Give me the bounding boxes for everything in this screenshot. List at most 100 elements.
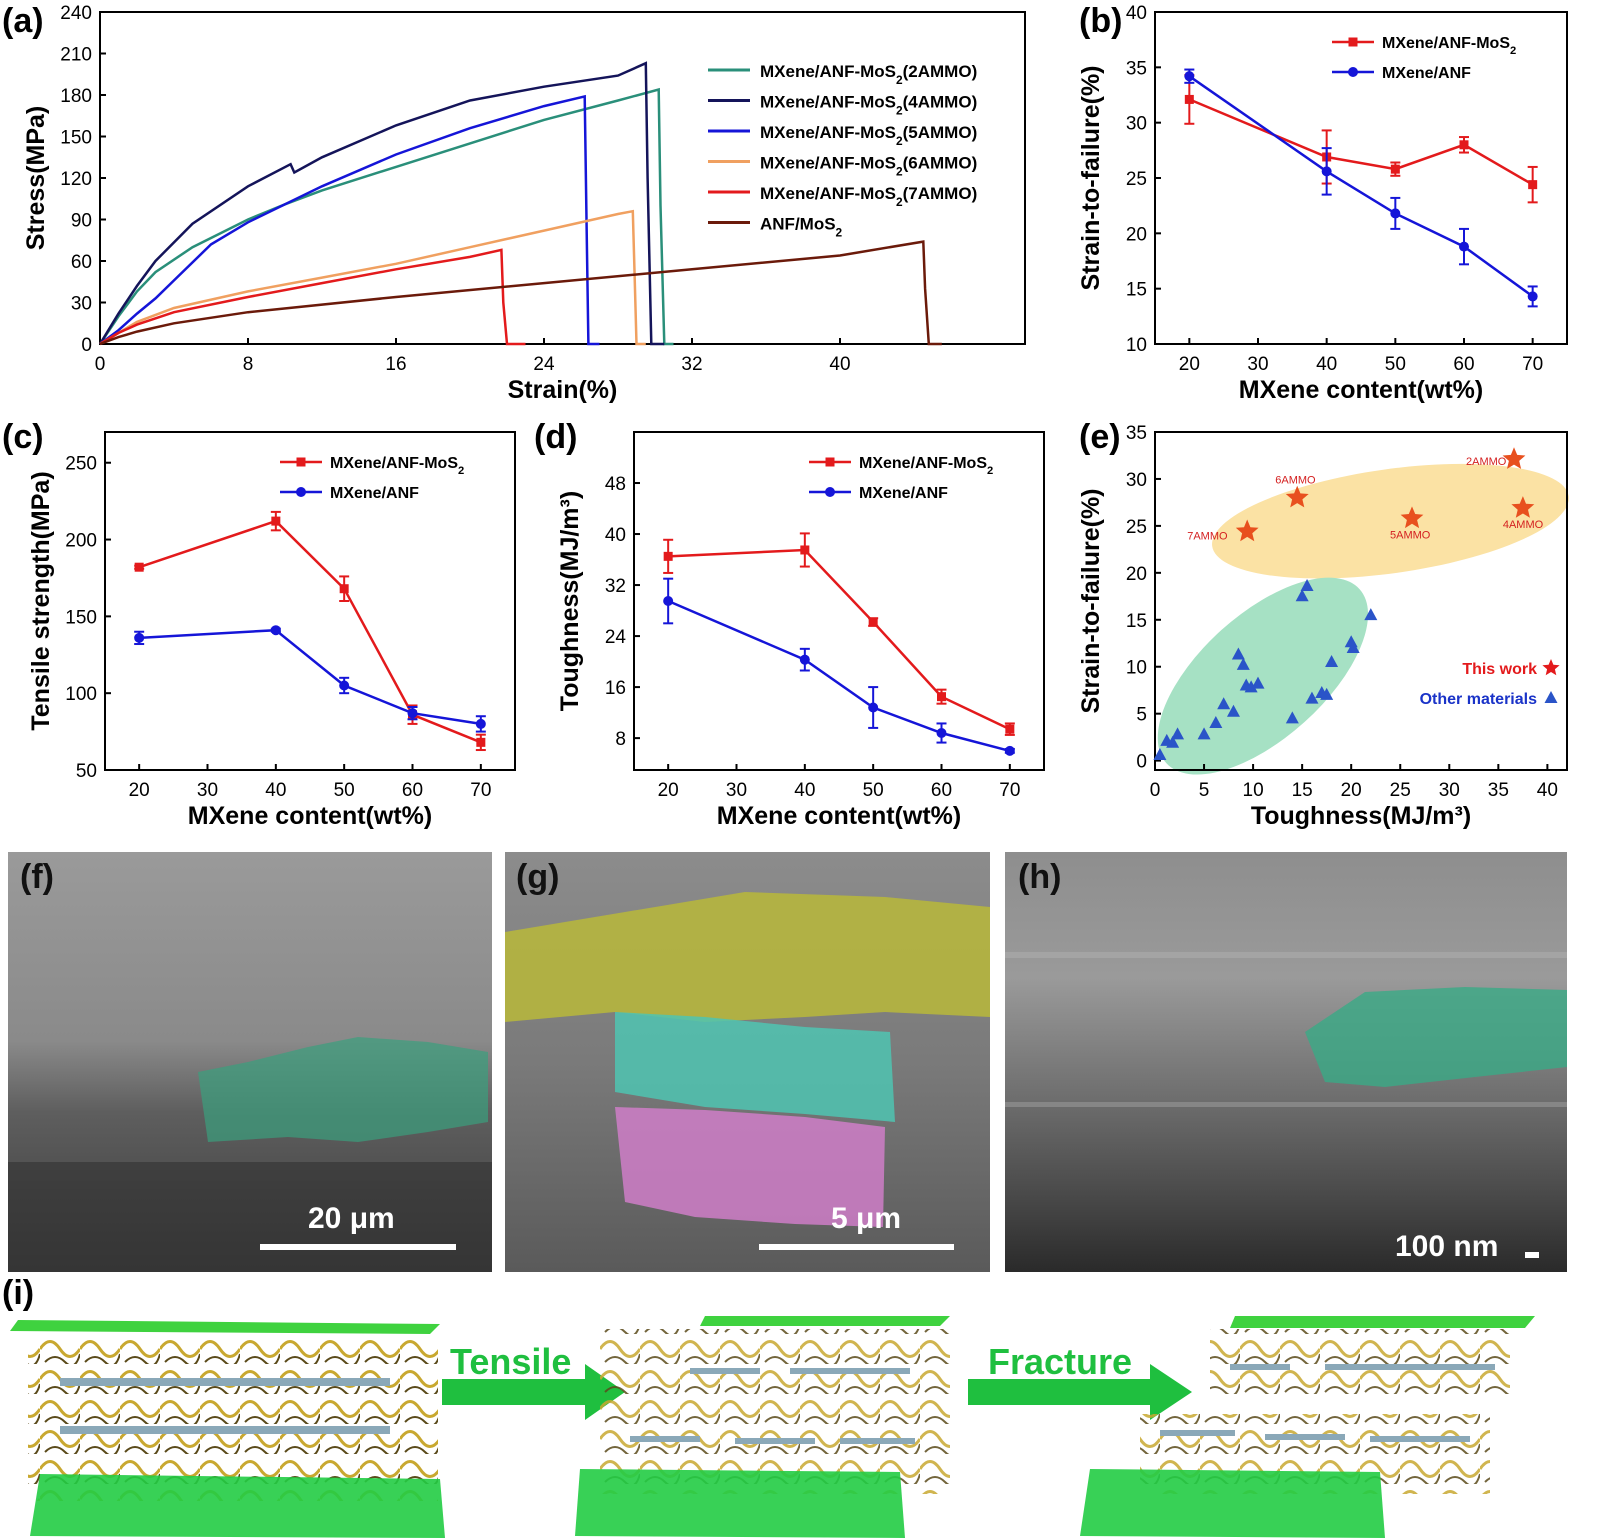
data-point — [339, 680, 350, 691]
data-point — [407, 708, 418, 719]
series-line — [99, 94, 600, 346]
data-label: 6AMMO — [1275, 475, 1316, 487]
data-point — [1528, 180, 1538, 190]
y-tick-label: 5 — [1136, 705, 1147, 726]
svg-text:MXene/ANF-MoS2(7AMMO): MXene/ANF-MoS2(7AMMO) — [760, 184, 977, 209]
legend: MXene/ANF-MoS2(2AMMO) MXene/ANF-MoS2(4AMM… — [708, 62, 977, 240]
chart-e: 0 5 10 15 20 25 30 35 40 0 5 10 15 20 25 30 35 Toughness(… — [1077, 423, 1569, 830]
y-tick-label: 150 — [65, 607, 97, 628]
legend-marker — [1348, 67, 1358, 77]
y-axis-label: Stress(MPa) — [22, 106, 50, 251]
legend-marker — [825, 457, 835, 467]
x-tick-label: 40 — [265, 780, 286, 801]
x-tick-label: 60 — [931, 780, 952, 801]
y-tick-label: 30 — [71, 294, 92, 315]
group-ellipse — [1212, 463, 1569, 579]
legend-marker — [296, 457, 306, 467]
plot-frame — [633, 431, 1045, 771]
data-point — [134, 562, 144, 572]
x-tick-label: 60 — [402, 780, 423, 801]
y-tick-label: 210 — [60, 45, 92, 66]
series-0 — [134, 510, 486, 752]
data-point — [1295, 589, 1309, 602]
data-point — [1285, 485, 1309, 508]
data-label: 7AMMO — [1187, 531, 1228, 543]
y-tick-label: 60 — [71, 252, 92, 273]
data-point — [1502, 447, 1526, 469]
legend-marker — [1542, 659, 1560, 676]
svg-text:MXene/ANF-MoS2: MXene/ANF-MoS2 — [859, 455, 993, 477]
series-line — [1188, 75, 1534, 298]
data-point — [1321, 166, 1332, 177]
plot-frame — [1154, 431, 1568, 771]
data-point — [1285, 711, 1299, 724]
x-tick-label: 40 — [1316, 354, 1337, 375]
y-tick-label: 16 — [605, 678, 626, 699]
x-tick-label: 10 — [1243, 780, 1264, 801]
group-ellipse — [1157, 577, 1369, 775]
series-line — [668, 548, 1011, 731]
y-tick-label: 10 — [1126, 335, 1147, 356]
y-tick-label: 35 — [1126, 423, 1147, 444]
y-tick-label: 25 — [1126, 169, 1147, 190]
y-tick-label: 50 — [76, 761, 97, 782]
y-tick-label: 8 — [615, 729, 626, 750]
schematic-i: Tensile Fracture — [10, 1316, 1535, 1538]
panel-label-f: (f) — [20, 858, 54, 896]
y-tick-label: 30 — [1126, 470, 1147, 491]
data-point — [799, 654, 810, 665]
svg-text:MXene/ANF-MoS2: MXene/ANF-MoS2 — [1382, 35, 1516, 57]
series-line — [98, 87, 674, 346]
svg-text:MXene/ANF: MXene/ANF — [1382, 65, 1471, 82]
svg-text:MXene/ANF-MoS2(4AMMO): MXene/ANF-MoS2(4AMMO) — [760, 93, 977, 118]
data-label: 2AMMO — [1466, 456, 1507, 468]
y-tick-label: 40 — [605, 525, 626, 546]
sem-image-h: 100 nm — [1005, 852, 1567, 1272]
scale-bar — [260, 1244, 456, 1250]
data-point — [1153, 747, 1167, 760]
scale-bar — [1525, 1252, 1539, 1258]
y-tick-label: 250 — [65, 454, 97, 475]
x-axis-label: MXene content(wt%) — [188, 802, 432, 830]
data-label: 4AMMO — [1503, 519, 1544, 531]
y-tick-label: 20 — [1126, 564, 1147, 585]
series-0 — [1184, 74, 1538, 204]
scale-bar — [759, 1244, 954, 1250]
data-point — [868, 617, 878, 627]
data-point — [1236, 657, 1250, 670]
data-point — [1320, 687, 1334, 700]
y-tick-label: 240 — [60, 3, 92, 24]
y-tick-label: 200 — [65, 531, 97, 552]
data-point — [1459, 140, 1469, 150]
data-point — [1527, 291, 1538, 302]
x-axis-label: Toughness(MJ/m³) — [1251, 802, 1471, 830]
data-point — [1235, 519, 1259, 542]
data-point — [1231, 647, 1245, 660]
y-tick-label: 30 — [1126, 114, 1147, 135]
panel-label-h: (h) — [1018, 858, 1062, 896]
x-tick-label: 50 — [334, 780, 355, 801]
arrow-tensile — [442, 1364, 625, 1420]
sem-image-f: 20 μm — [8, 852, 492, 1272]
y-tick-label: 0 — [81, 335, 92, 356]
x-tick-label: 20 — [658, 780, 679, 801]
panel-label-d: (d) — [534, 418, 578, 456]
x-tick-label: 60 — [1453, 354, 1474, 375]
svg-text:MXene/ANF-MoS2(5AMMO): MXene/ANF-MoS2(5AMMO) — [760, 123, 977, 148]
y-tick-label: 10 — [1126, 658, 1147, 679]
y-tick-label: 0 — [1136, 752, 1147, 773]
data-point — [1400, 506, 1424, 529]
data-point — [1004, 745, 1015, 756]
scale-bar-label: 20 μm — [308, 1202, 395, 1235]
panel-label-c: (c) — [2, 418, 44, 456]
x-tick-label: 35 — [1488, 780, 1509, 801]
data-point — [800, 545, 810, 555]
series-line — [99, 209, 646, 346]
series-line — [667, 599, 1011, 753]
x-tick-label: 40 — [1537, 780, 1558, 801]
x-tick-label: 5 — [1199, 780, 1210, 801]
svg-text:MXene/ANF-MoS2: MXene/ANF-MoS2 — [330, 455, 464, 477]
panel-label-g: (g) — [516, 858, 560, 896]
legend-label: This work — [1462, 661, 1537, 678]
data-point — [1226, 704, 1240, 717]
